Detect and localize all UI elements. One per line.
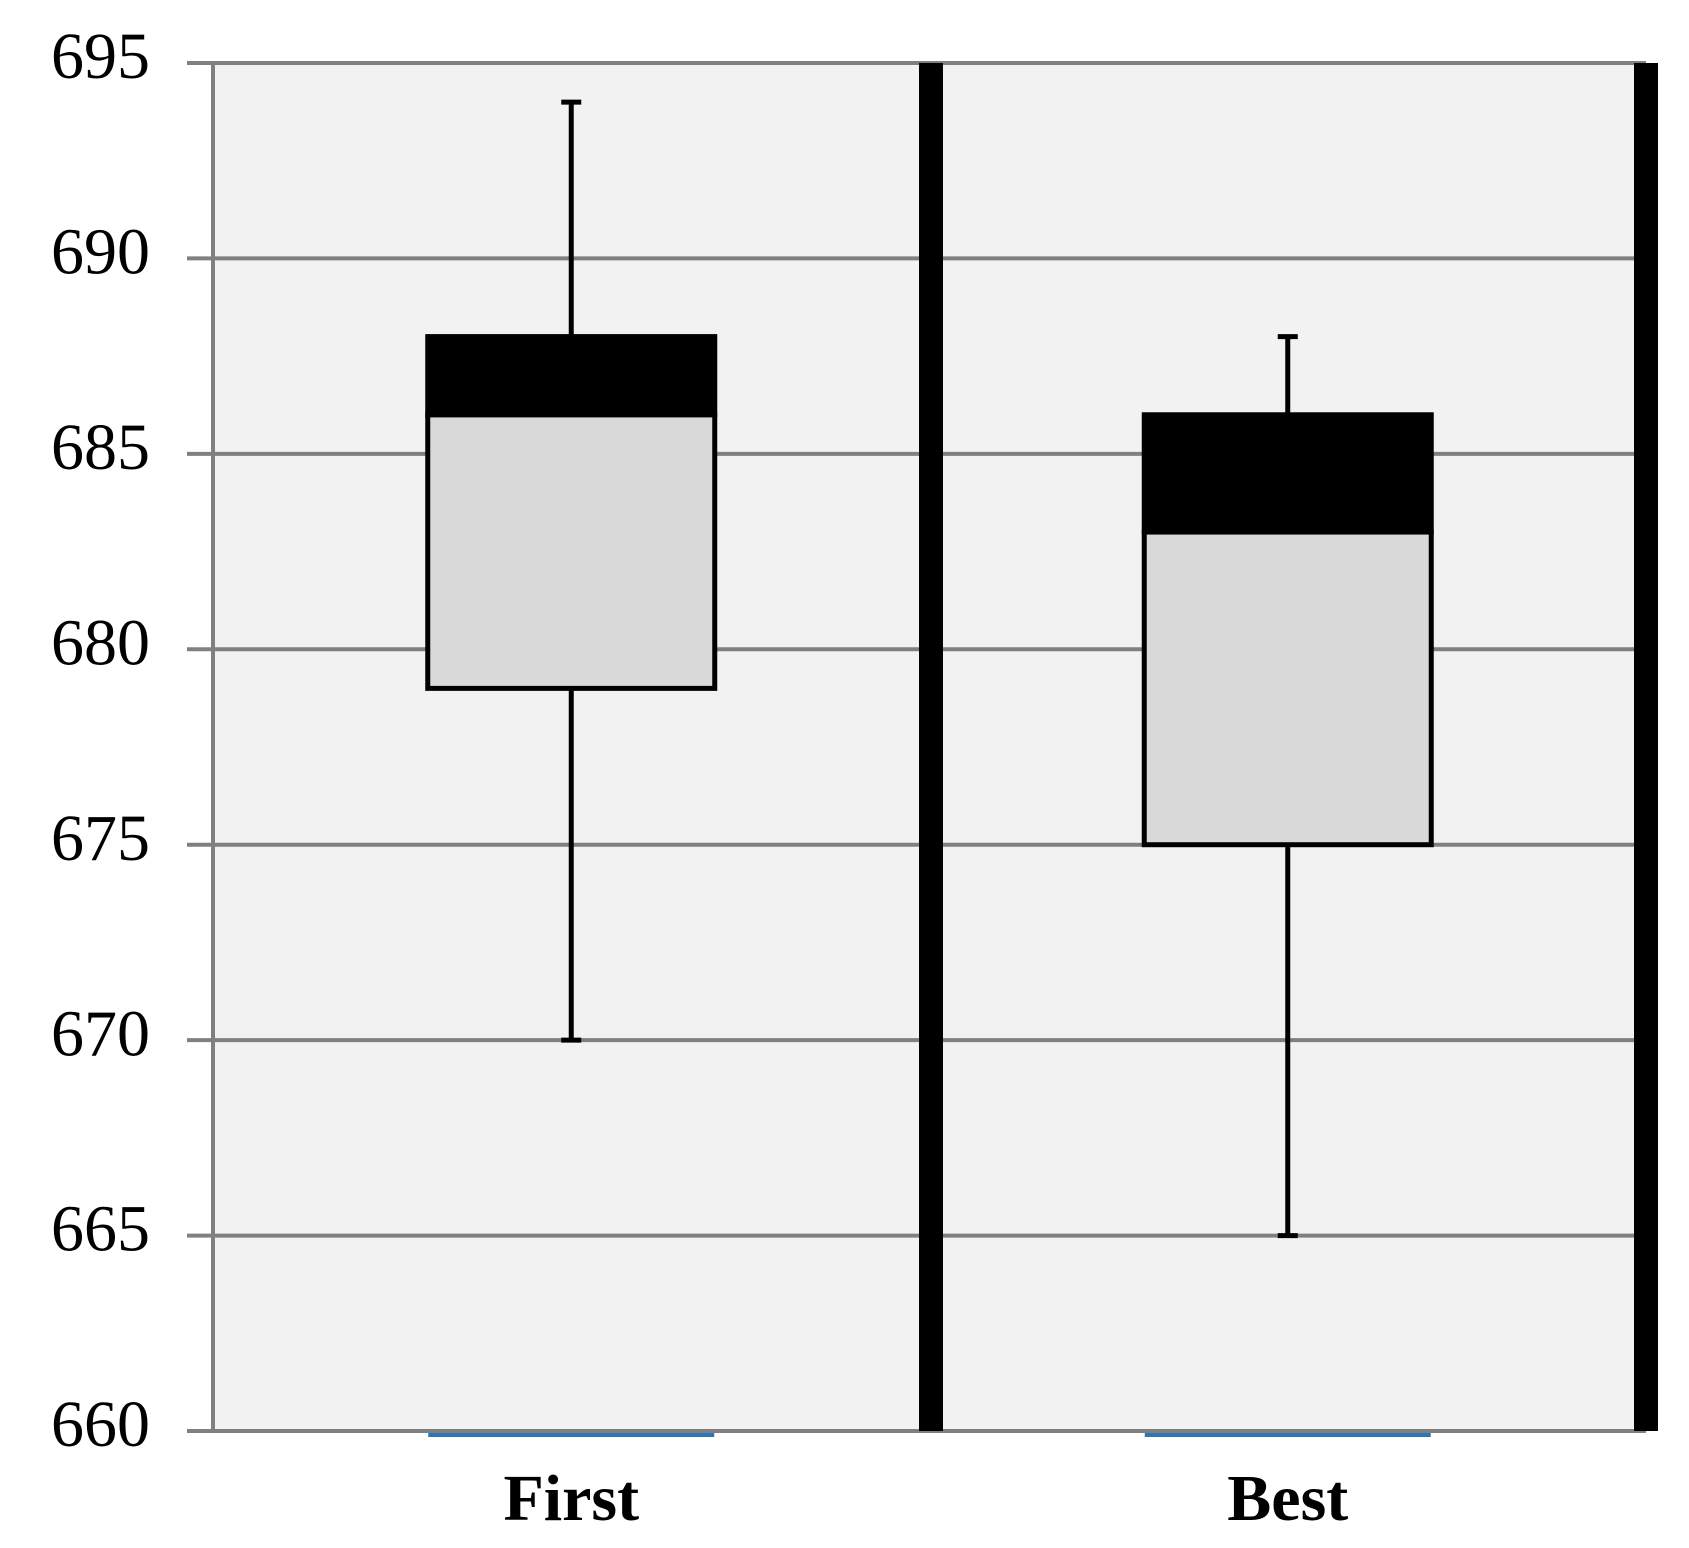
x-tick-label: Best	[1227, 1462, 1348, 1535]
box-lower	[425, 412, 718, 691]
y-tick-label: 680	[51, 606, 150, 679]
y-tick-label: 695	[51, 20, 150, 93]
x-tick-label: First	[503, 1462, 639, 1535]
y-tick-label: 670	[51, 997, 150, 1070]
box-upper	[1141, 412, 1434, 535]
grid	[187, 61, 1646, 1433]
y-tick-label: 690	[51, 216, 150, 289]
y-tick-label: 665	[51, 1193, 150, 1266]
box-lower	[1141, 529, 1434, 848]
box-upper	[425, 334, 718, 418]
y-tick-label: 660	[51, 1388, 150, 1461]
y-tick-label: 685	[51, 411, 150, 484]
y-tick-label: 675	[51, 802, 150, 875]
